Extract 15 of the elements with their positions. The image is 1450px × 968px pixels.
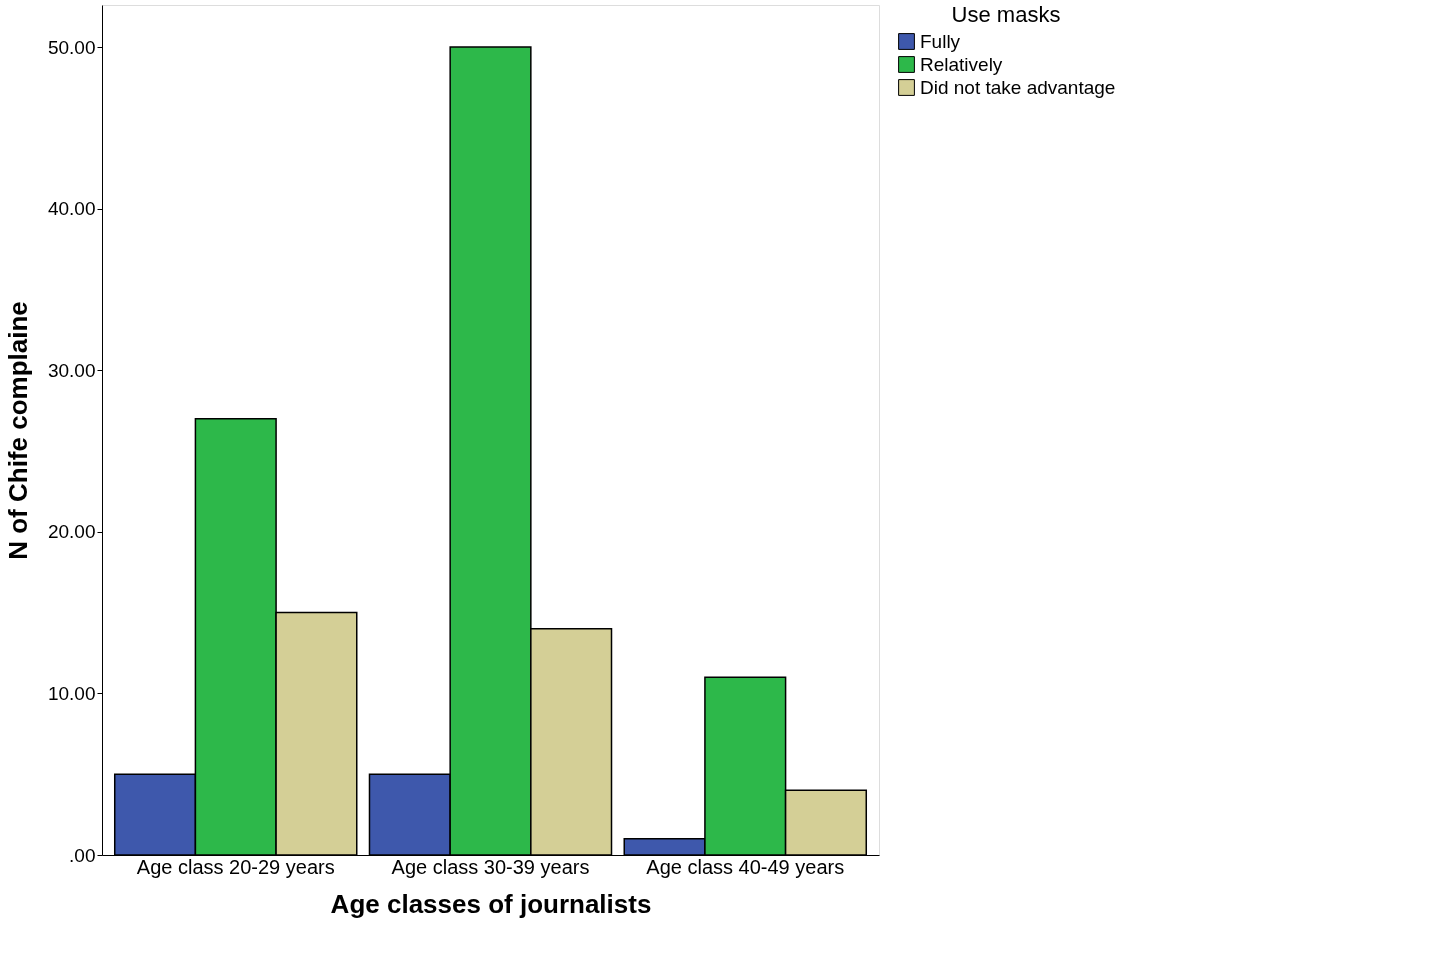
y-tick-label: 30.00 [47,359,96,381]
y-tick-label: .00 [69,844,96,866]
y-tick-label: 20.00 [47,521,96,543]
legend-label: Did not take advantage [920,76,1116,98]
x-tick-label: Age class 40-49 years [646,855,845,878]
y-tick-label: 40.00 [47,198,96,220]
legend-label: Fully [920,30,961,52]
y-tick-label: 50.00 [47,36,96,58]
x-axis-title: Age classes of journalists [330,888,652,919]
y-tick-label: 10.00 [47,682,96,704]
x-tick-label: Age class 20-29 years [136,855,335,878]
legend-label: Relatively [920,53,1003,75]
legend-title: Use masks [951,2,1061,27]
y-axis-title: N of Chife complaine [2,301,33,560]
x-tick-label: Age class 30-39 years [391,855,590,878]
